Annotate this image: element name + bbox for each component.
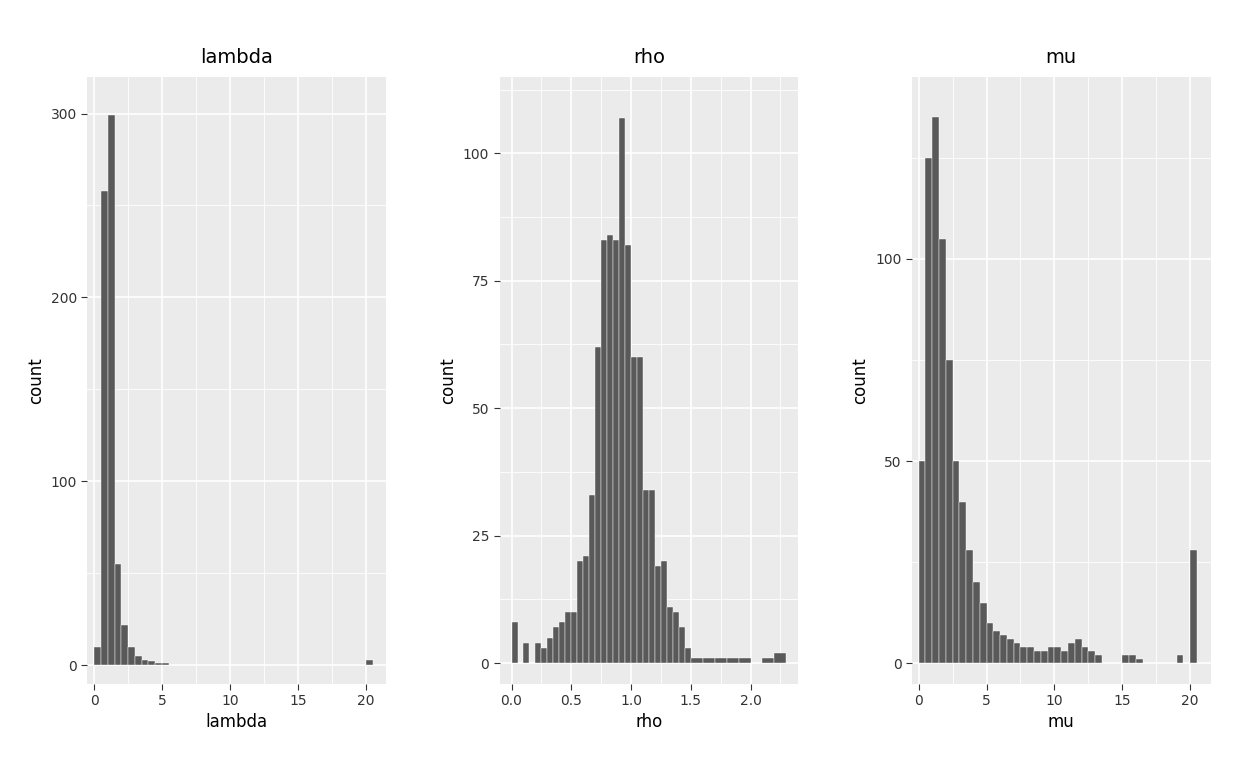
Bar [739, 658, 750, 663]
Bar [589, 495, 595, 663]
Title: mu: mu [1046, 48, 1077, 67]
Bar [986, 623, 993, 664]
Bar [1122, 655, 1129, 664]
Bar [636, 357, 643, 663]
Bar [512, 622, 518, 663]
X-axis label: rho: rho [635, 713, 663, 731]
Bar [655, 566, 661, 663]
Bar [1096, 655, 1102, 664]
Bar [726, 658, 739, 663]
X-axis label: lambda: lambda [206, 713, 268, 731]
Y-axis label: count: count [439, 357, 457, 403]
Bar [142, 660, 149, 665]
Bar [535, 643, 542, 663]
Bar [583, 556, 589, 663]
Bar [1013, 643, 1021, 664]
Bar [666, 607, 673, 663]
Bar [162, 664, 168, 665]
Bar [572, 612, 578, 663]
Bar [938, 239, 946, 664]
Bar [155, 664, 162, 665]
Bar [926, 157, 932, 664]
Bar [715, 658, 726, 663]
Bar [523, 643, 529, 663]
Bar [1047, 647, 1055, 664]
Bar [679, 627, 685, 663]
Bar [1007, 639, 1013, 664]
Bar [625, 245, 631, 663]
Bar [1191, 550, 1197, 664]
Bar [1177, 655, 1183, 664]
Bar [685, 648, 691, 663]
Bar [631, 357, 636, 663]
Bar [673, 612, 679, 663]
Bar [952, 461, 960, 664]
Bar [1136, 659, 1143, 664]
Bar [94, 647, 101, 665]
Bar [553, 627, 559, 663]
Bar [1041, 651, 1047, 664]
Bar [578, 561, 583, 663]
Bar [1082, 647, 1088, 664]
Bar [1035, 651, 1041, 664]
Bar [1088, 651, 1096, 664]
Bar [548, 637, 553, 663]
Y-axis label: count: count [851, 357, 870, 403]
Bar [542, 648, 548, 663]
Bar [366, 660, 372, 665]
Bar [643, 490, 649, 663]
Bar [960, 502, 966, 664]
Bar [1129, 655, 1136, 664]
Bar [919, 461, 926, 664]
Bar [107, 115, 115, 665]
Bar [775, 653, 786, 663]
Bar [980, 603, 986, 664]
Bar [649, 490, 655, 663]
Bar [973, 582, 980, 664]
Bar [763, 658, 775, 663]
Bar [101, 190, 107, 665]
Bar [135, 656, 142, 665]
Bar [1000, 635, 1007, 664]
Title: rho: rho [633, 48, 665, 67]
Bar [559, 622, 565, 663]
Bar [129, 647, 135, 665]
Bar [932, 118, 938, 664]
Bar [946, 360, 952, 664]
Bar [691, 658, 703, 663]
Bar [619, 118, 625, 663]
Title: lambda: lambda [200, 48, 273, 67]
Bar [595, 347, 602, 663]
Bar [993, 631, 1000, 664]
Bar [565, 612, 572, 663]
Bar [115, 564, 121, 665]
Bar [661, 561, 666, 663]
Bar [149, 661, 155, 665]
Bar [1027, 647, 1035, 664]
Bar [607, 235, 613, 663]
Bar [1068, 643, 1075, 664]
Bar [121, 624, 129, 665]
Bar [602, 240, 607, 663]
Bar [703, 658, 715, 663]
Bar [1061, 651, 1068, 664]
Bar [966, 550, 973, 664]
Y-axis label: count: count [27, 357, 45, 403]
Bar [1075, 639, 1082, 664]
Bar [613, 240, 619, 663]
X-axis label: mu: mu [1048, 713, 1075, 731]
Bar [1021, 647, 1027, 664]
Bar [1055, 647, 1061, 664]
